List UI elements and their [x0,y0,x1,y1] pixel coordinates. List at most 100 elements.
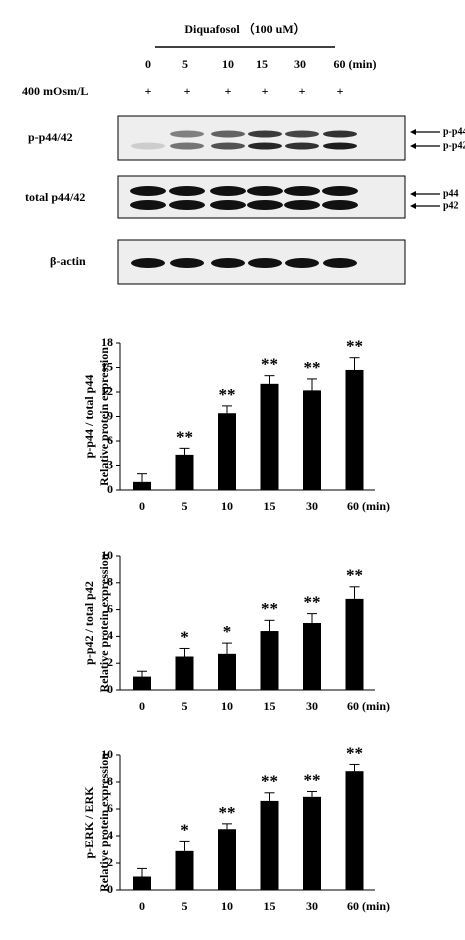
significance: ** [346,743,363,762]
treatment-title: Diquafosol （100 uM） [184,21,305,36]
y-tick-label: 8 [107,575,113,589]
band [170,142,204,150]
bar [303,623,321,690]
significance: ** [219,385,236,404]
bar [218,829,236,890]
time-label: 15 [256,57,268,71]
y-tick-label: 18 [101,335,113,349]
x-tick-label: 0 [139,699,145,713]
band [323,130,357,138]
band [285,142,319,150]
bar [175,850,194,890]
osmolarity-label: 400 mOsm/L [22,84,88,98]
blot-image [117,115,406,161]
x-tick-label: 0 [139,899,145,913]
y-axis-label: p-ERK / ERK [82,786,96,859]
blot-image [117,175,406,219]
significance: ** [346,566,363,585]
plus-sign: + [145,84,152,98]
band-label: p-p42 [443,140,465,151]
bar [133,481,151,490]
y-axis-label: p-p42 / total p42 [82,581,96,665]
band [210,186,246,196]
significance: ** [219,803,236,822]
band-label: p-p44 [443,126,465,137]
band [170,130,204,138]
significance: ** [176,427,193,446]
plus-sign: + [337,84,344,98]
band [323,142,357,150]
y-tick-label: 4 [107,828,113,842]
significance: ** [261,599,278,618]
x-tick-label: 0 [139,499,145,513]
time-label: 0 [145,57,151,71]
band [211,130,245,138]
bar [260,383,279,490]
x-tick-label: 15 [264,699,276,713]
significance: ** [304,358,321,377]
band [322,200,358,210]
y-tick-label: 2 [107,655,113,669]
significance: ** [261,772,278,791]
x-tick-label: 5 [182,499,188,513]
x-tick-label: 30 [306,499,318,513]
band [130,186,166,196]
x-tick-label: 5 [182,699,188,713]
time-label: 30 [294,57,306,71]
bar [133,876,151,890]
bar [260,800,279,890]
y-tick-label: 8 [107,774,113,788]
bar [345,771,364,890]
band [211,142,245,150]
band [130,200,166,210]
band [211,258,245,268]
y-tick-label: 2 [107,855,113,869]
y-axis-label: p-p44 / total p44 [82,375,96,459]
bar [345,598,364,690]
band [169,200,205,210]
y-tick-label: 15 [101,359,113,373]
band [322,186,358,196]
bar [303,796,321,890]
band [284,186,320,196]
plus-sign: + [184,84,191,98]
bar [175,656,194,690]
bar [218,653,236,690]
plus-sign: + [225,84,232,98]
plus-sign: + [299,84,306,98]
band [131,142,165,150]
bar [175,454,194,490]
band-label: p44 [443,188,459,199]
plus-sign: + [262,84,269,98]
blot-label: total p44/42 [25,190,85,204]
band [170,258,204,268]
band [131,258,165,268]
y-tick-label: 3 [107,457,113,471]
arrow-head [410,129,416,135]
significance: ** [304,770,321,789]
y-tick-label: 6 [107,433,113,447]
x-tick-label: 30 [306,899,318,913]
y-axis-label: Relative protein expression [97,753,111,892]
arrow-head [410,203,416,209]
y-tick-label: 0 [107,482,113,496]
y-tick-label: 10 [101,548,113,562]
bar [303,390,321,490]
x-tick-label: 60 (min) [347,699,390,713]
band [285,258,319,268]
significance: * [180,820,189,839]
y-tick-label: 0 [107,882,113,896]
y-tick-label: 4 [107,628,113,642]
x-tick-label: 10 [221,499,233,513]
band [323,258,357,268]
band-label: p42 [443,200,459,211]
y-tick-label: 9 [107,408,113,422]
time-label: 5 [182,57,188,71]
significance: ** [346,337,363,356]
band [247,200,283,210]
bar [218,413,236,490]
x-tick-label: 15 [264,899,276,913]
x-tick-label: 10 [221,699,233,713]
x-tick-label: 5 [182,899,188,913]
y-tick-label: 6 [107,601,113,615]
